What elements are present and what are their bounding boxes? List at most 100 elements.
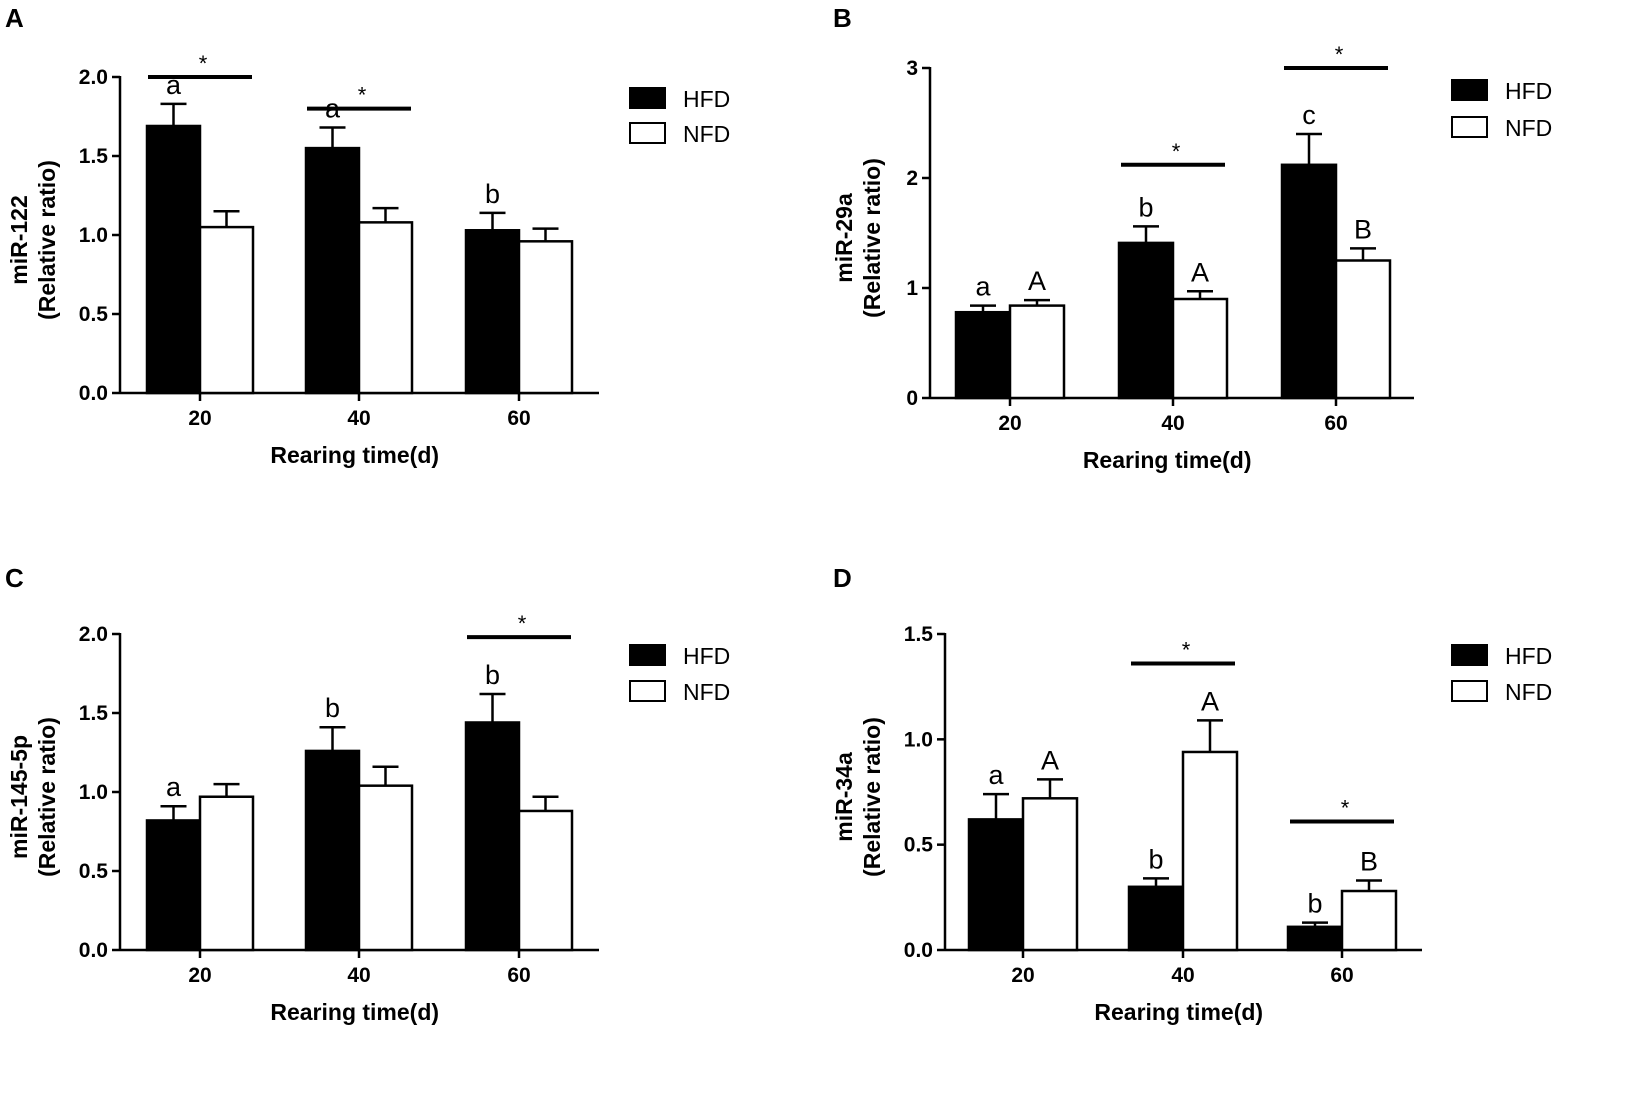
chart-panel-a: A 0.0 0.5 1.0 1.5 2.0 20 40 60 Rearing time(d) miR… <box>5 3 730 468</box>
y-axis-label-line1: miR-29a <box>831 193 857 283</box>
significance-star: * <box>1335 42 1344 67</box>
significance-letter: b <box>1138 192 1153 222</box>
x-tick-label: 40 <box>347 964 370 987</box>
legend-swatch-nfd <box>1451 116 1488 138</box>
x-tick-label: 60 <box>507 407 530 430</box>
significance-letter: A <box>1191 257 1209 287</box>
bar-hfd-20 <box>954 310 1012 400</box>
y-axis-label-line1: miR-145-5p <box>6 735 32 859</box>
x-tick-label: 40 <box>1171 964 1194 987</box>
y-tick-label: 0.5 <box>79 860 109 883</box>
legend-label-nfd: NFD <box>683 121 730 147</box>
bar-nfd-40 <box>1171 297 1229 400</box>
significance-letter: b <box>1148 844 1163 874</box>
y-axis-label-line2: (Relative ratio) <box>859 158 885 318</box>
y-tick-label: 0.0 <box>79 382 108 405</box>
chart-panel-b: B 0 1 2 3 20 40 60 Rearing time(d) miR-29a (Relati… <box>831 3 1552 473</box>
significance-letter: a <box>166 772 182 802</box>
y-tick-label: 0.5 <box>79 303 109 326</box>
y-tick-label: 2.0 <box>79 66 108 89</box>
x-tick-label: 40 <box>1161 412 1184 435</box>
y-tick-label: 1.5 <box>904 623 934 646</box>
legend-swatch-hfd <box>1451 79 1488 101</box>
bar-hfd-40 <box>304 146 361 395</box>
x-axis-label: Rearing time(d) <box>270 442 439 468</box>
y-tick-label: 2 <box>906 167 918 190</box>
significance-star: * <box>1341 795 1350 820</box>
panel-letter: C <box>5 563 24 593</box>
chart-panel-c: C 0.0 0.5 1.0 1.5 2.0 20 40 60 Rearing time(d) miR… <box>5 563 730 1025</box>
legend-swatch-hfd <box>629 87 666 109</box>
y-tick-label: 2.0 <box>79 623 108 646</box>
legend-swatch-nfd <box>629 122 666 144</box>
significance-letter: A <box>1201 686 1219 716</box>
legend-label-nfd: NFD <box>683 679 730 705</box>
y-tick-label: 3 <box>906 57 918 80</box>
bar-hfd-40 <box>1127 885 1185 952</box>
y-tick-label: 1.0 <box>904 728 933 751</box>
bar-nfd-20 <box>1021 797 1079 952</box>
bar-hfd-20 <box>967 818 1025 952</box>
bar-hfd-60 <box>464 721 521 952</box>
legend-label-hfd: HFD <box>1505 643 1552 669</box>
x-axis-label: Rearing time(d) <box>1083 447 1252 473</box>
bar-nfd-20 <box>1008 304 1066 400</box>
bar-hfd-60 <box>1280 163 1338 400</box>
bar-nfd-60 <box>517 809 574 952</box>
y-axis-label-line1: miR-122 <box>6 195 32 284</box>
chart-panel-d: D 0.0 0.5 1.0 1.5 20 40 60 Rearing time(d) miR-34… <box>831 563 1552 1025</box>
y-tick-label: 1.5 <box>79 145 109 168</box>
significance-letter: A <box>1041 745 1059 775</box>
bar-nfd-60 <box>1334 259 1392 400</box>
significance-star: * <box>1182 637 1191 662</box>
y-axis-label-line2: (Relative ratio) <box>34 160 60 320</box>
x-tick-label: 40 <box>347 407 370 430</box>
legend-swatch-nfd <box>1451 680 1488 702</box>
y-axis-label-line2: (Relative ratio) <box>34 717 60 877</box>
bar-nfd-40 <box>357 221 414 395</box>
panel-letter: A <box>5 3 24 33</box>
x-tick-label: 60 <box>1330 964 1353 987</box>
bar-hfd-20 <box>145 124 202 395</box>
bar-hfd-40 <box>304 749 361 952</box>
y-tick-label: 0 <box>906 387 918 410</box>
legend-swatch-hfd <box>1451 644 1488 666</box>
x-tick-label: 20 <box>188 407 211 430</box>
significance-letter: b <box>485 179 500 209</box>
x-tick-label: 20 <box>1011 964 1034 987</box>
bar-nfd-20 <box>198 225 255 395</box>
y-tick-label: 1.0 <box>79 224 108 247</box>
y-tick-label: 0.5 <box>904 834 934 857</box>
significance-letter: a <box>988 760 1004 790</box>
panel-letter: B <box>833 3 852 33</box>
significance-star: * <box>199 51 208 76</box>
x-axis-label: Rearing time(d) <box>1094 999 1263 1025</box>
bar-nfd-40 <box>357 784 414 952</box>
significance-letter: c <box>1302 100 1316 130</box>
y-tick-label: 0.0 <box>79 939 108 962</box>
significance-letter: B <box>1360 846 1378 876</box>
significance-letter: a <box>166 70 182 100</box>
legend-swatch-hfd <box>629 644 666 666</box>
bar-nfd-20 <box>198 795 255 952</box>
significance-letter: a <box>975 272 991 302</box>
bar-hfd-60 <box>1286 925 1344 952</box>
legend-label-hfd: HFD <box>1505 78 1552 104</box>
y-axis-label-line1: miR-34a <box>831 752 857 842</box>
legend-label-nfd: NFD <box>1505 115 1552 141</box>
significance-letter: b <box>485 660 500 690</box>
y-axis-label-line2: (Relative ratio) <box>859 717 885 877</box>
bar-nfd-40 <box>1181 750 1239 952</box>
legend-label-nfd: NFD <box>1505 679 1552 705</box>
significance-letter: B <box>1354 214 1372 244</box>
legend-label-hfd: HFD <box>683 643 730 669</box>
y-tick-label: 1 <box>906 277 918 300</box>
significance-letter: A <box>1028 266 1046 296</box>
bar-nfd-60 <box>1340 889 1398 952</box>
x-axis-label: Rearing time(d) <box>270 999 439 1025</box>
significance-star: * <box>518 611 527 636</box>
significance-letter: b <box>325 693 340 723</box>
y-tick-label: 1.0 <box>79 781 108 804</box>
x-tick-label: 20 <box>188 964 211 987</box>
